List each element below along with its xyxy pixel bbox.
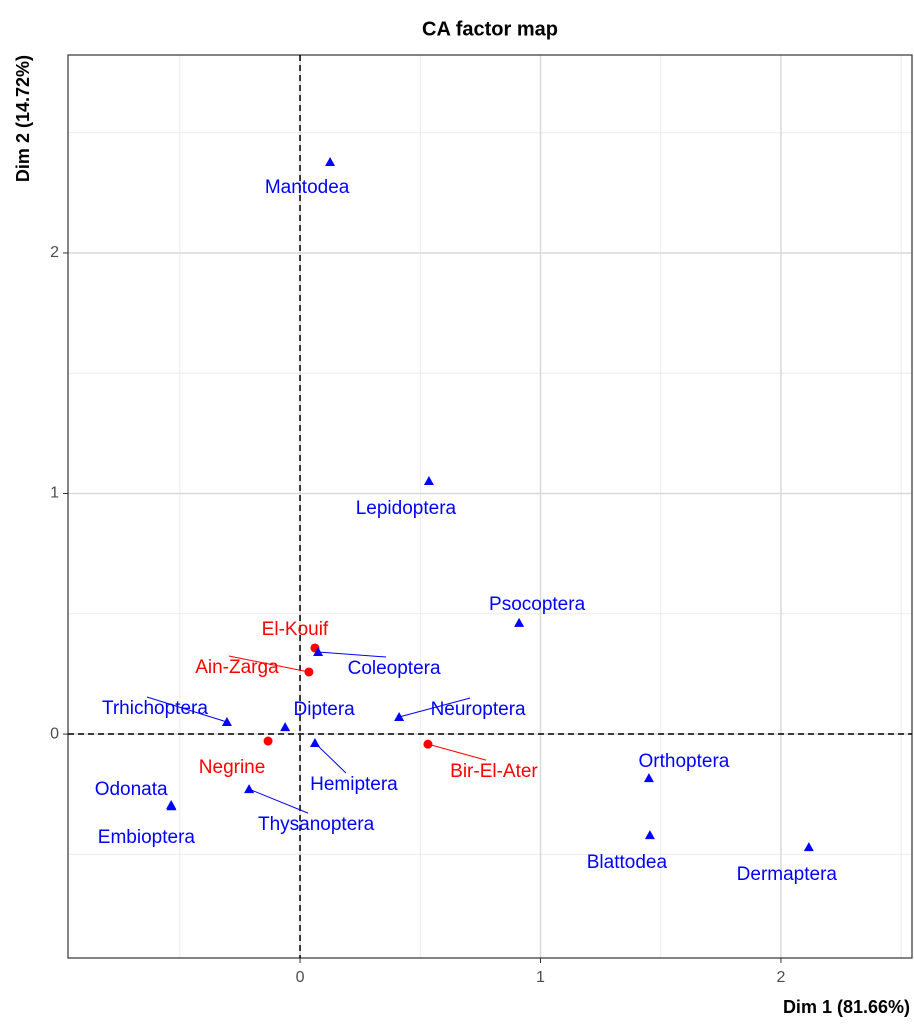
point-label: Psocoptera xyxy=(489,594,586,615)
point xyxy=(304,667,314,677)
plot-border xyxy=(67,54,913,959)
point xyxy=(166,801,177,811)
leader-line xyxy=(398,697,471,718)
point-label: Bir-El-Ater xyxy=(450,761,538,782)
leader-line xyxy=(427,743,487,761)
x-axis-label: Dim 1 (81.66%) xyxy=(783,997,910,1017)
point-label: Ain-Zarga xyxy=(195,657,279,678)
point xyxy=(643,773,654,783)
point-label: Odonata xyxy=(95,779,168,800)
point-label: Dermaptera xyxy=(737,864,838,885)
leader-line xyxy=(318,651,387,658)
point xyxy=(221,717,232,727)
point-label: Negrine xyxy=(199,757,266,778)
chart-title: CA factor map xyxy=(422,18,558,40)
x-tick-label: 2 xyxy=(776,969,785,986)
point xyxy=(263,736,273,746)
x-tick-label: 1 xyxy=(536,969,545,986)
y-axis-label: Dim 2 (14.72%) xyxy=(13,55,33,182)
point xyxy=(803,842,814,852)
y-tick-label: 1 xyxy=(50,485,59,502)
point-label: Coleoptera xyxy=(348,658,441,679)
point-label: Neuroptera xyxy=(431,699,526,720)
point-label: Lepidoptera xyxy=(356,498,457,519)
point-label: Trhichoptera xyxy=(102,698,208,719)
point xyxy=(313,647,324,657)
leader-line xyxy=(228,655,310,673)
leader-line xyxy=(314,742,347,774)
point xyxy=(280,722,291,732)
point xyxy=(644,830,655,840)
point-label: Orthoptera xyxy=(639,751,730,772)
point xyxy=(423,739,433,749)
point xyxy=(394,711,405,721)
leader-line xyxy=(248,788,309,814)
leader-line xyxy=(146,696,228,723)
point-label: Embioptera xyxy=(98,827,196,848)
point-label: Thysanoptera xyxy=(258,814,375,835)
point xyxy=(514,617,525,627)
point-label: Diptera xyxy=(294,699,356,720)
point-label: Mantodea xyxy=(265,177,350,198)
point xyxy=(325,157,336,167)
point xyxy=(244,784,255,794)
point-label: Hemiptera xyxy=(310,774,398,795)
point-label: El-Kouif xyxy=(262,619,329,640)
point xyxy=(423,476,434,486)
y-tick-label: 2 xyxy=(50,244,59,261)
point xyxy=(309,737,320,747)
point-label: Blattodea xyxy=(587,852,668,873)
x-tick-label: 0 xyxy=(296,969,305,986)
y-tick-label: 0 xyxy=(50,725,59,742)
